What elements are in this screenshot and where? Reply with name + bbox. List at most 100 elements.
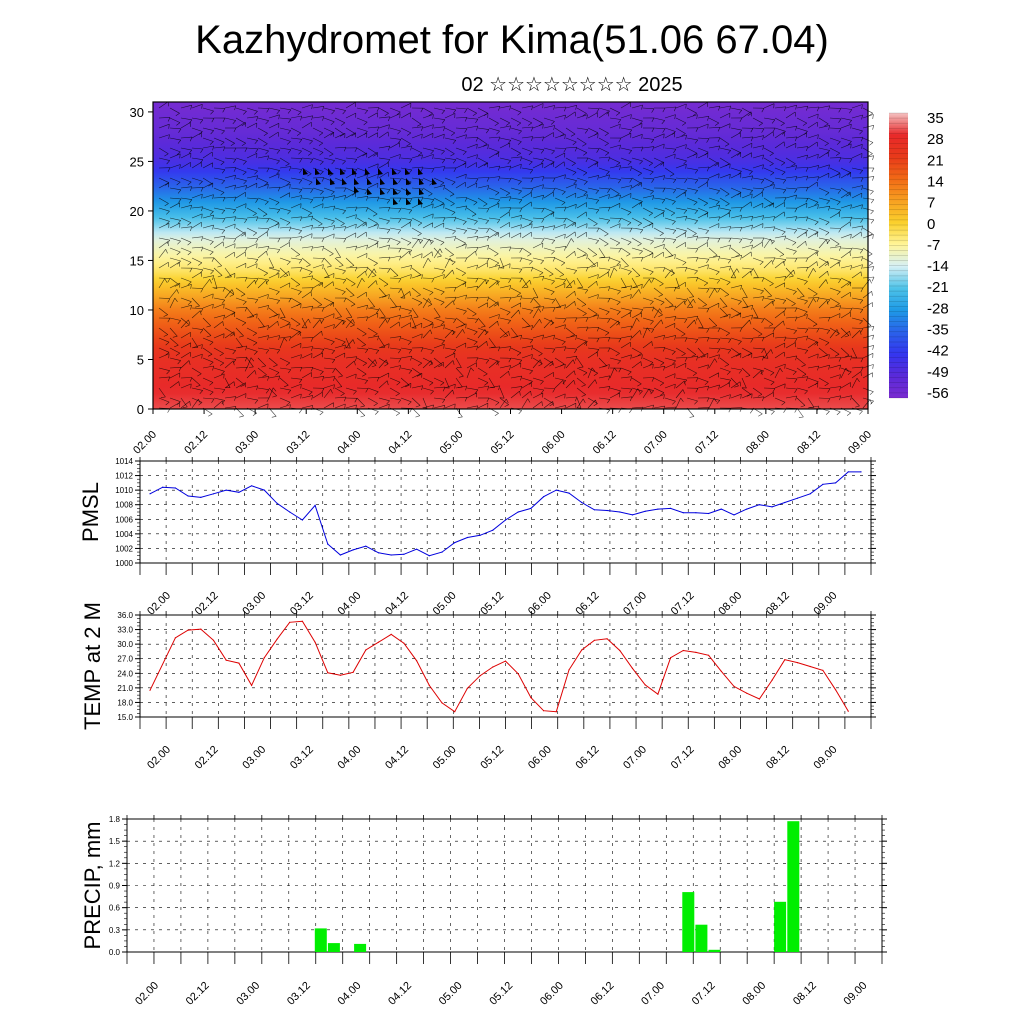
wind-barb-flag: [234, 105, 237, 111]
wind-barb: [851, 153, 863, 159]
wind-barb-flag: [860, 371, 862, 376]
wind-barb: [675, 134, 687, 139]
wind-barb-flag: [483, 373, 488, 377]
wind-barb-flag: [770, 372, 775, 376]
wind-barb-flag: [762, 396, 765, 402]
wind-barb: [191, 246, 204, 249]
wind-barb-flag: [772, 327, 776, 333]
wind-barb-flag: [322, 106, 325, 111]
wind-barb: [466, 285, 478, 289]
wind-barb: [554, 147, 567, 149]
wind-barb-flag: [450, 153, 455, 157]
wind-barb: [400, 207, 412, 211]
wind-barb: [642, 253, 654, 259]
wind-barb-flag: [671, 351, 676, 355]
wind-barb-flag: [442, 386, 446, 392]
wind-barb-flag: [781, 402, 786, 406]
wind-barb-flag: [716, 279, 721, 284]
wind-barb-flag: [508, 278, 512, 283]
wind-barb: [532, 217, 545, 220]
wind-barb-flag: [571, 238, 575, 243]
wind-barb-flag: [661, 120, 665, 125]
wind-barb-flag: [574, 251, 576, 256]
wind-barb: [389, 297, 397, 307]
wind-barb: [246, 227, 257, 234]
temp2m-ylabel: TEMP at 2 M: [80, 602, 105, 730]
wind-barb: [488, 357, 500, 362]
pmsl-point: [593, 509, 596, 511]
wind-barb: [466, 162, 477, 169]
wind-barb: [345, 157, 357, 160]
wind-barb-flag: [222, 241, 224, 247]
wind-barb: [818, 397, 831, 399]
wind-barb-flag: [388, 245, 390, 250]
wind-barb-flag: [849, 331, 851, 336]
wind-barb: [785, 136, 797, 139]
wind-barb-flag: [585, 267, 589, 272]
wind-barb: [367, 242, 378, 249]
wind-barb-flag: [344, 403, 346, 409]
wind-barb: [840, 167, 852, 173]
wind-barb: [675, 177, 688, 180]
wind-barb: [752, 135, 764, 139]
wind-barb: [829, 261, 840, 269]
wind-barb-flag: [288, 226, 292, 232]
wind-barb: [697, 123, 709, 129]
wind-barb: [741, 111, 752, 119]
wind-barb-flag: [542, 334, 544, 340]
wind-barb: [576, 326, 589, 329]
wind-barb-flag: [582, 113, 587, 117]
wind-barb-flag: [630, 396, 633, 402]
wind-barb-flag: [168, 134, 170, 140]
wind-barb: [169, 153, 181, 159]
wind-barb-flag: [869, 279, 872, 284]
pmsl-point: [809, 493, 811, 495]
wind-barb-flag: [221, 130, 225, 135]
wind-barb-flag: [663, 175, 665, 181]
wind-barb: [774, 106, 786, 109]
wind-barb-flag: [751, 175, 754, 181]
wind-pennant: [328, 168, 333, 175]
wind-barb-flag: [825, 192, 830, 196]
wind-barb: [675, 232, 686, 239]
wind-barb: [422, 404, 434, 409]
wind-barb: [356, 291, 367, 299]
wind-barb-flag: [198, 262, 203, 266]
wind-barb-flag: [745, 375, 751, 378]
wind-barb-flag: [342, 320, 345, 325]
wind-barb: [532, 287, 539, 298]
wind-barb-flag: [683, 160, 687, 165]
wind-barb: [620, 177, 633, 179]
wind-barb-flag: [200, 308, 204, 313]
wind-barb: [785, 269, 794, 279]
temp2m-ytick-label: 21.0: [117, 684, 133, 693]
wind-barb-flag: [276, 170, 280, 175]
wind-pennant: [380, 178, 385, 185]
wind-barb: [400, 237, 412, 243]
wind-barb-flag: [608, 194, 610, 199]
wind-barb-flag: [452, 230, 456, 235]
wind-barb: [851, 231, 862, 239]
wind-barb: [202, 275, 214, 279]
wind-barb: [433, 222, 444, 229]
wind-barb: [312, 203, 324, 209]
wind-barb-flag: [283, 275, 289, 278]
wind-barb: [356, 147, 367, 154]
wind-barb-flag: [508, 331, 510, 336]
wind-barb: [246, 243, 258, 249]
wind-barb-flag: [530, 267, 534, 272]
wind-barb-flag: [806, 155, 808, 160]
wind-barb-flag: [613, 267, 618, 272]
wind-barb: [664, 237, 676, 240]
wind-barb: [840, 247, 853, 249]
wind-barb-flag: [263, 133, 268, 137]
wind-barb: [796, 297, 808, 302]
wind-barb-flag: [222, 400, 224, 406]
wind-barb-flag: [365, 388, 369, 393]
wind-barb: [301, 157, 313, 160]
wind-barb: [543, 207, 555, 213]
wind-barb: [213, 267, 223, 276]
wind-barb: [466, 345, 478, 349]
wind-barb: [741, 237, 753, 241]
wind-barb: [554, 346, 566, 349]
